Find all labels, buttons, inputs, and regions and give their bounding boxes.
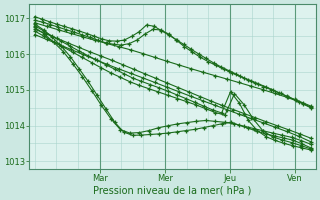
X-axis label: Pression niveau de la mer( hPa ): Pression niveau de la mer( hPa ) xyxy=(93,186,252,196)
